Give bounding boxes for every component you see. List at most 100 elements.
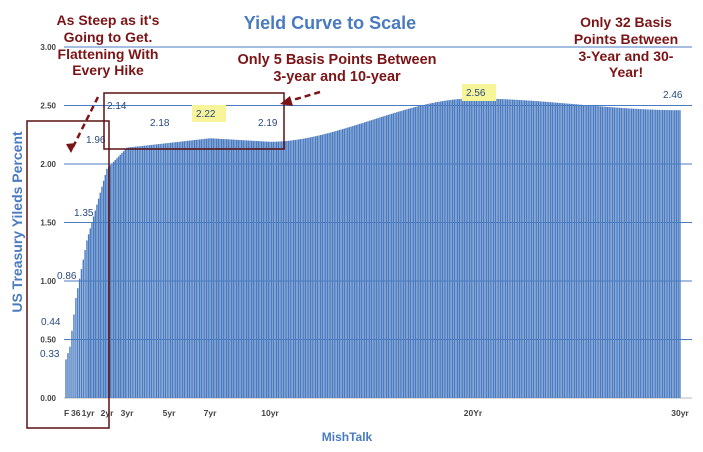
bar — [229, 139, 231, 398]
bar — [637, 108, 640, 399]
bar — [173, 142, 175, 398]
bar — [249, 140, 251, 398]
bar — [313, 136, 315, 398]
bar — [522, 100, 524, 398]
bar — [428, 103, 430, 399]
bar — [254, 140, 256, 398]
bar — [484, 98, 486, 398]
bar — [480, 98, 483, 398]
bar — [328, 132, 330, 398]
x-tick-label: 10yr — [261, 408, 279, 418]
x-tick-label: 30yr — [671, 408, 689, 418]
bar — [517, 99, 519, 398]
x-tick-label: 36 — [71, 408, 81, 418]
bar — [546, 101, 548, 399]
bar — [287, 140, 290, 398]
bar — [670, 110, 673, 399]
bar — [325, 133, 327, 398]
bar — [187, 140, 189, 399]
bar — [347, 127, 349, 398]
bar — [477, 98, 479, 398]
bar — [237, 139, 239, 398]
bar — [109, 165, 111, 398]
bar — [548, 102, 550, 398]
bar — [653, 109, 655, 399]
bar — [606, 106, 609, 398]
bar — [639, 109, 641, 399]
bar — [467, 98, 469, 398]
bar — [340, 129, 342, 398]
bar — [192, 140, 194, 398]
bar — [326, 133, 329, 398]
bar — [265, 141, 268, 398]
bar — [272, 141, 275, 399]
bar — [634, 108, 636, 399]
bar — [649, 109, 652, 398]
bar — [335, 131, 337, 399]
bar — [262, 141, 264, 398]
bar — [150, 144, 153, 398]
bar — [494, 98, 497, 399]
bar — [646, 109, 648, 398]
bar — [577, 104, 579, 398]
bar — [382, 116, 384, 398]
bar — [489, 98, 491, 399]
bar — [486, 98, 488, 398]
bar — [341, 129, 344, 398]
bar — [618, 107, 621, 399]
bar — [455, 99, 457, 398]
bar — [207, 138, 209, 398]
bar — [450, 99, 452, 399]
bar — [465, 98, 467, 399]
bar — [491, 98, 493, 398]
bar — [570, 103, 572, 398]
bar — [448, 100, 450, 399]
bar — [200, 139, 203, 399]
bar — [131, 147, 133, 398]
bar — [462, 98, 464, 399]
bar — [530, 100, 533, 398]
bar — [392, 113, 395, 398]
arrow-left-head — [66, 143, 76, 153]
bar — [431, 103, 434, 398]
bar — [672, 110, 674, 398]
bar — [558, 102, 560, 398]
x-tick-label: 7yr — [204, 408, 217, 418]
bar — [385, 115, 388, 398]
bar — [304, 138, 307, 398]
bar — [605, 106, 607, 399]
arrow-mid-head — [280, 96, 293, 106]
annotation-line: 3-year and 10-year — [273, 69, 401, 86]
bar — [69, 346, 71, 398]
bar — [418, 106, 420, 398]
bar — [586, 105, 588, 398]
arrow-mid — [285, 90, 321, 104]
box-3yr-10yr — [103, 92, 285, 150]
bar — [555, 102, 557, 398]
bar — [458, 99, 461, 398]
bar — [355, 124, 357, 398]
bar — [375, 118, 378, 399]
bar — [286, 140, 288, 399]
bar — [675, 110, 678, 399]
bar — [492, 98, 495, 398]
bar — [138, 146, 140, 398]
bar — [180, 141, 182, 398]
bar — [77, 288, 79, 398]
bar — [352, 126, 354, 398]
bar — [91, 222, 93, 398]
bar — [511, 99, 514, 398]
bar — [127, 147, 130, 398]
bar — [377, 117, 379, 399]
y-tick-label: 2.00 — [40, 160, 56, 169]
bar — [594, 105, 597, 399]
bar — [321, 134, 324, 399]
bar — [357, 124, 359, 398]
data-label: 0.44 — [41, 317, 61, 328]
bar — [232, 139, 234, 398]
bar — [84, 249, 86, 398]
annotation-line: Going to Get. — [63, 28, 153, 45]
x-tick-label: 2yr — [101, 408, 114, 418]
bar — [643, 109, 645, 398]
bar — [99, 192, 101, 398]
